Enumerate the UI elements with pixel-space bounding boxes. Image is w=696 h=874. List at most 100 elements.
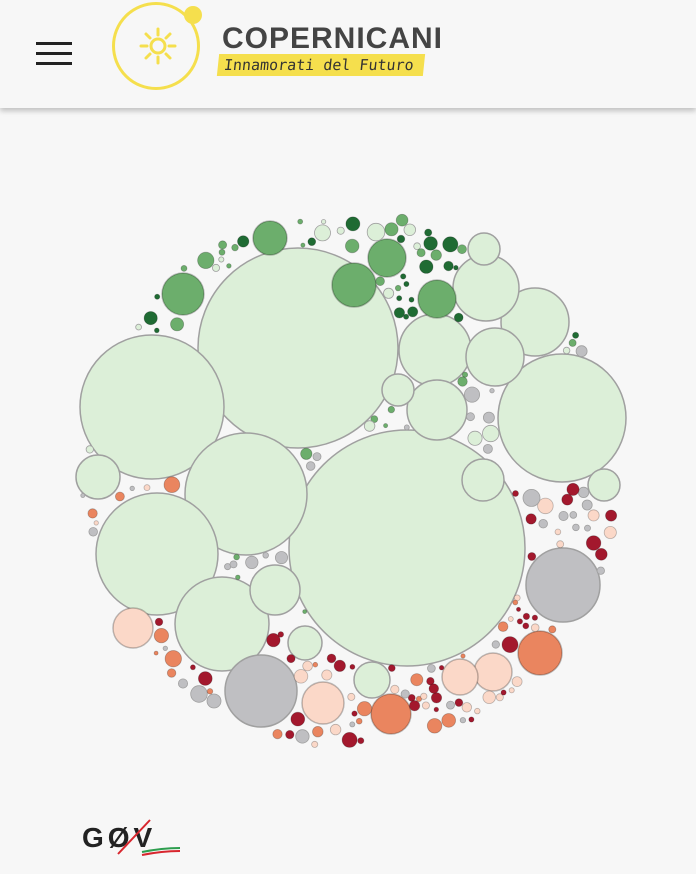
bubble[interactable]	[465, 327, 525, 387]
bubble[interactable]	[367, 238, 407, 278]
bubble[interactable]	[206, 693, 222, 709]
copernicani-logo[interactable]: COPERNICANI Innamorati del Futuro	[112, 2, 472, 98]
bubble[interactable]	[561, 493, 574, 506]
bubble[interactable]	[497, 621, 509, 632]
hamburger-menu-button[interactable]	[36, 42, 72, 68]
bubble[interactable]	[383, 423, 389, 429]
bubble[interactable]	[572, 331, 580, 339]
bubble[interactable]	[421, 701, 430, 710]
bubble[interactable]	[512, 599, 519, 606]
bubble[interactable]	[408, 700, 421, 712]
bubble[interactable]	[537, 497, 554, 515]
bubble[interactable]	[351, 710, 358, 717]
bubble[interactable]	[517, 630, 563, 676]
bubble[interactable]	[530, 623, 540, 633]
bubble[interactable]	[403, 281, 410, 288]
bubble[interactable]	[441, 658, 479, 696]
bubble[interactable]	[384, 222, 399, 237]
bubble[interactable]	[224, 654, 298, 728]
bubble[interactable]	[584, 524, 591, 532]
bubble[interactable]	[572, 523, 580, 532]
bubble[interactable]	[454, 698, 464, 707]
bubble[interactable]	[347, 692, 356, 701]
bubble[interactable]	[305, 461, 316, 471]
bubble[interactable]	[312, 452, 322, 462]
bubble[interactable]	[441, 713, 457, 728]
bubble[interactable]	[166, 668, 177, 678]
bubble[interactable]	[235, 574, 241, 580]
bubble[interactable]	[453, 312, 464, 323]
bubble[interactable]	[426, 718, 443, 734]
bubble[interactable]	[423, 236, 438, 251]
bubble[interactable]	[416, 248, 426, 258]
bubble[interactable]	[300, 242, 306, 248]
bubble[interactable]	[482, 690, 496, 705]
bubble[interactable]	[301, 681, 345, 725]
bubble[interactable]	[211, 263, 220, 272]
bubble[interactable]	[482, 443, 493, 454]
bubble[interactable]	[500, 689, 507, 696]
bubble[interactable]	[266, 632, 281, 648]
bubble[interactable]	[274, 551, 288, 565]
bubble[interactable]	[501, 636, 519, 654]
bubble[interactable]	[226, 263, 232, 269]
bubble[interactable]	[424, 228, 433, 237]
bubble[interactable]	[93, 520, 99, 526]
bubble[interactable]	[277, 631, 284, 638]
bubble[interactable]	[522, 612, 530, 620]
bubble[interactable]	[511, 676, 523, 688]
bubble[interactable]	[443, 260, 454, 272]
bubble[interactable]	[331, 262, 377, 308]
bubble[interactable]	[363, 420, 376, 432]
bubble[interactable]	[468, 716, 475, 723]
bubble[interactable]	[474, 707, 481, 715]
bubble[interactable]	[143, 484, 151, 492]
bubble[interactable]	[427, 664, 436, 673]
bubble[interactable]	[568, 338, 577, 347]
bubble[interactable]	[419, 259, 434, 274]
bubble[interactable]	[178, 678, 189, 689]
bubble[interactable]	[569, 511, 578, 519]
bubble[interactable]	[482, 424, 500, 443]
bubble[interactable]	[461, 702, 473, 713]
bubble[interactable]	[75, 454, 121, 500]
bubble[interactable]	[287, 625, 323, 661]
bubble[interactable]	[375, 276, 385, 286]
bubble[interactable]	[489, 388, 495, 394]
bubble[interactable]	[400, 689, 410, 699]
bubble[interactable]	[403, 424, 410, 431]
bubble[interactable]	[460, 653, 466, 659]
bubble[interactable]	[154, 327, 160, 334]
bubble[interactable]	[446, 700, 455, 710]
bubble[interactable]	[497, 353, 627, 483]
bubble[interactable]	[605, 509, 618, 522]
bubble[interactable]	[396, 234, 406, 244]
bubble[interactable]	[457, 376, 468, 387]
bubble[interactable]	[80, 493, 86, 498]
bubble[interactable]	[245, 555, 259, 569]
bubble[interactable]	[507, 616, 514, 622]
bubble[interactable]	[587, 468, 621, 502]
bubble[interactable]	[112, 607, 154, 649]
bubble[interactable]	[164, 650, 182, 668]
bubble[interactable]	[161, 272, 205, 316]
bubble[interactable]	[184, 432, 308, 556]
bubble[interactable]	[396, 295, 403, 302]
bubble[interactable]	[463, 386, 480, 403]
bubble[interactable]	[387, 405, 395, 414]
bubble[interactable]	[430, 249, 442, 261]
bubble[interactable]	[237, 235, 250, 248]
bubble[interactable]	[556, 540, 565, 549]
bubble[interactable]	[302, 660, 313, 672]
bubble[interactable]	[577, 486, 590, 498]
bubble[interactable]	[408, 296, 415, 303]
bubble[interactable]	[345, 216, 361, 232]
bubble[interactable]	[349, 663, 356, 670]
bubble[interactable]	[353, 661, 391, 699]
bubble[interactable]	[154, 617, 164, 627]
bubble[interactable]	[272, 728, 283, 740]
bubble[interactable]	[482, 411, 495, 424]
bubble[interactable]	[312, 726, 324, 738]
bubble[interactable]	[430, 692, 443, 704]
bubble[interactable]	[461, 371, 469, 378]
